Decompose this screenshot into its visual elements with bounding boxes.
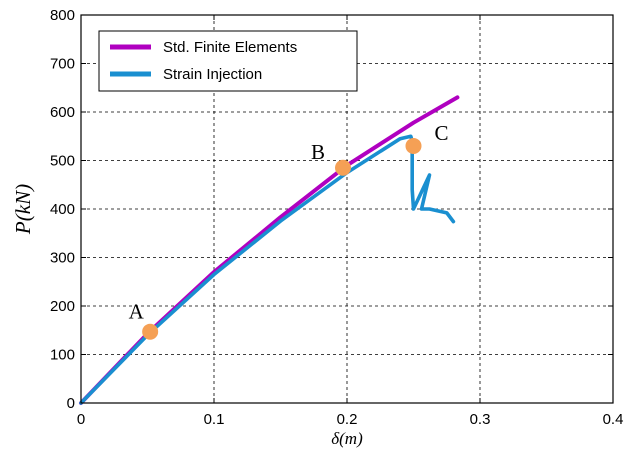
- y-tick-label: 800: [50, 7, 75, 24]
- x-axis-title: δ(m): [331, 429, 363, 448]
- series-layer: [79, 95, 460, 405]
- y-tick-label: 100: [50, 347, 75, 364]
- y-tick-label: 500: [50, 153, 75, 170]
- legend: Std. Finite Elements Strain Injection: [98, 30, 358, 92]
- x-tick-label: 0.1: [204, 411, 225, 428]
- legend-box: [98, 30, 358, 92]
- point-label-a: A: [129, 300, 145, 324]
- x-tick-label: 0: [77, 411, 85, 428]
- point-marker-a: [142, 323, 159, 340]
- legend-entry-label: Strain Injection: [163, 66, 262, 83]
- marker-layer: A B C: [129, 121, 449, 340]
- x-tick-label: 0.4: [603, 411, 624, 428]
- y-axis-title: P(kN): [11, 184, 35, 235]
- y-tick-label: 600: [50, 104, 75, 121]
- point-label-b: B: [311, 140, 325, 164]
- point-marker-b: [335, 159, 352, 176]
- point-marker-c: [405, 137, 422, 154]
- series-line-std-finite-elements: [79, 95, 460, 405]
- y-tick-label: 700: [50, 56, 75, 73]
- y-tick-label: 300: [50, 250, 75, 267]
- y-tick-label: 200: [50, 298, 75, 315]
- point-label-c: C: [434, 121, 448, 145]
- x-tick-label: 0.2: [337, 411, 358, 428]
- y-tick-label: 0: [67, 395, 75, 412]
- axis-ticks: 0 0.1 0.2 0.3 0.4 0 100 200 300 400 500 600 700 800: [50, 7, 623, 428]
- y-tick-label: 400: [50, 201, 75, 218]
- series-line-strain-injection: [79, 134, 456, 405]
- legend-entry-label: Std. Finite Elements: [163, 39, 297, 56]
- x-tick-label: 0.3: [470, 411, 491, 428]
